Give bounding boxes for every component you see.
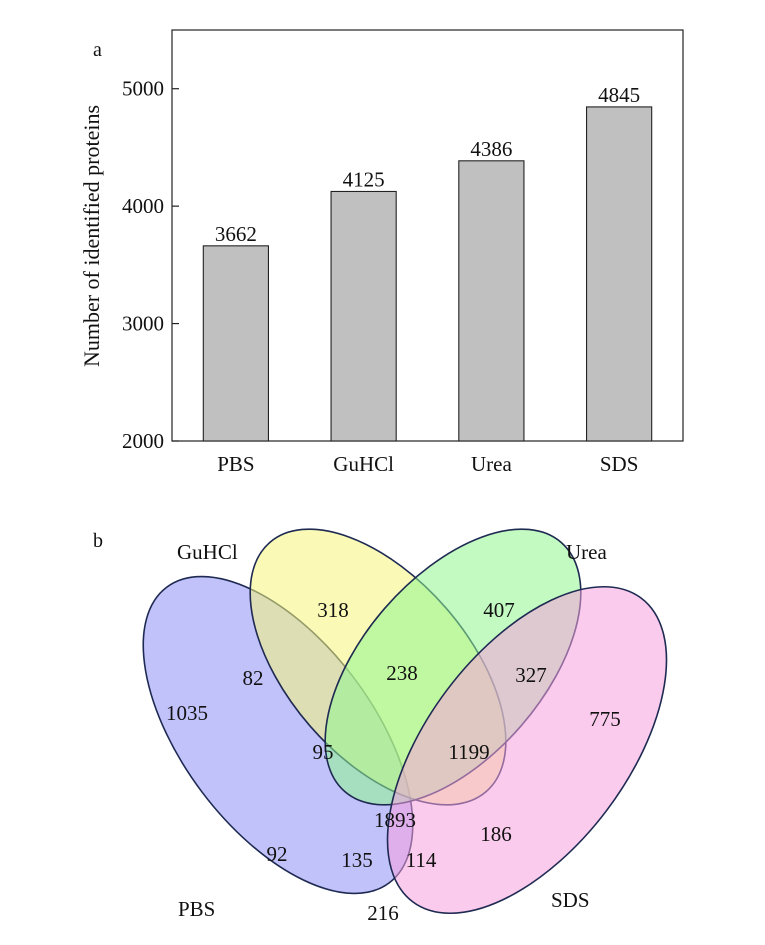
- y-tick-label: 3000: [122, 312, 164, 336]
- venn-region-guhcl: 318: [317, 598, 349, 622]
- venn-region-pbs-urea: 92: [267, 842, 288, 866]
- venn-region-sds: 775: [589, 707, 621, 731]
- bar-value-label-pbs: 3662: [215, 222, 257, 246]
- venn-region-pbs-guhcl-urea-sds: 1893: [374, 808, 416, 832]
- bar-value-label-sds: 4845: [598, 83, 640, 107]
- bar-pbs: [202, 245, 270, 442]
- x-category-label-sds: SDS: [600, 452, 639, 476]
- y-axis-title: Number of identified proteins: [79, 105, 104, 367]
- venn-set-labels: PBS GuHCl Urea SDS: [177, 540, 607, 921]
- venn-region-pbs-guhcl: 82: [243, 666, 264, 690]
- venn-region-urea-sds: 327: [515, 663, 547, 687]
- venn-region-guhcl-sds: 186: [480, 822, 512, 846]
- venn-region-guhcl-urea-sds: 1199: [448, 740, 489, 764]
- venn-region-pbs-guhcl-sds: 114: [406, 848, 437, 872]
- bar-value-label-urea: 4386: [470, 137, 512, 161]
- x-category-label-urea: Urea: [471, 452, 512, 476]
- y-axis-ticks: 2000 3000 4000 5000: [122, 77, 179, 453]
- venn-set-label-urea: Urea: [566, 540, 607, 564]
- x-category-label-guhcl: GuHCl: [333, 452, 394, 476]
- bars: 3662 4125 4386 4845: [202, 83, 653, 442]
- venn-ellipse-sds: [386, 585, 668, 915]
- venn-region-counts: 1035 318 407 775 82 238 327 95 1199 1893 92 186 135 1…: [166, 598, 621, 925]
- y-tick-label: 4000: [122, 194, 164, 218]
- venn-region-pbs: 1035: [166, 701, 208, 725]
- bar-value-label-guhcl: 4125: [343, 167, 385, 191]
- bar-sds: [585, 106, 653, 442]
- x-category-label-pbs: PBS: [217, 452, 254, 476]
- bar-urea: [458, 160, 525, 442]
- x-axis-labels: PBS GuHCl Urea SDS: [217, 452, 638, 476]
- panel-b-label: b: [93, 530, 103, 552]
- venn-region-pbs-urea-sds: 135: [341, 848, 373, 872]
- venn-region-pbs-sds: 216: [367, 901, 399, 925]
- y-tick-label: 5000: [122, 77, 164, 101]
- venn-diagram-panel: b PBS GuHCl Urea SDS 1035 318 407 775 82 238 327 9…: [93, 528, 668, 925]
- panel-a-label: a: [93, 39, 102, 61]
- y-tick-label: 2000: [122, 429, 164, 453]
- venn-ellipses: [142, 528, 668, 915]
- plot-area-frame: [171, 29, 684, 442]
- venn-region-urea: 407: [483, 598, 515, 622]
- bar-guhcl: [330, 190, 397, 442]
- venn-set-label-guhcl: GuHCl: [177, 540, 238, 564]
- venn-set-label-pbs: PBS: [178, 897, 215, 921]
- venn-region-guhcl-urea: 238: [386, 661, 418, 685]
- venn-region-pbs-guhcl-urea: 95: [313, 740, 334, 764]
- bar-chart-panel: a Number of identified proteins 2000 3000…: [79, 29, 684, 476]
- venn-set-label-sds: SDS: [551, 888, 590, 912]
